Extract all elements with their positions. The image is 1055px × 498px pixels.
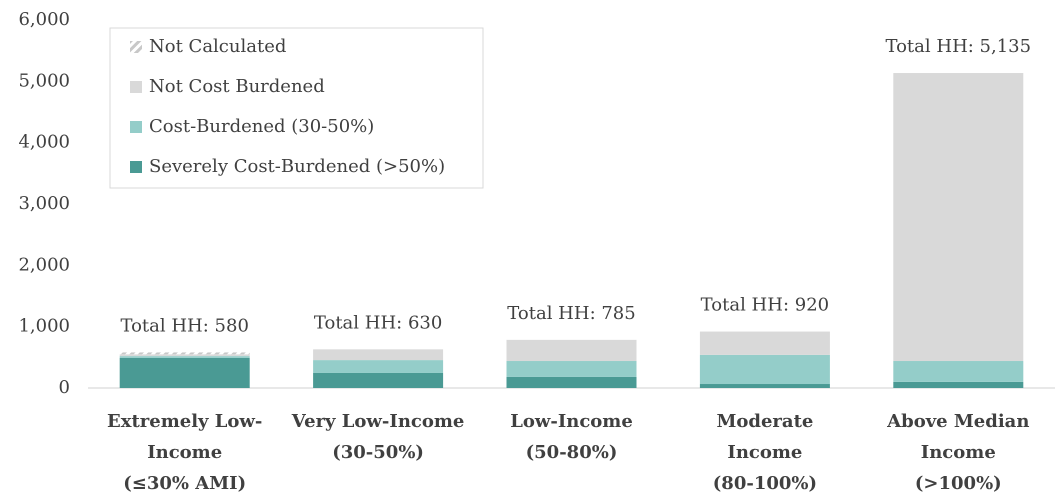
x-tick-label: (>100%) xyxy=(915,473,1002,494)
x-tick-label: (30-50%) xyxy=(332,442,424,463)
bar-segment xyxy=(313,372,444,388)
bar-segment xyxy=(119,357,250,388)
total-label: Total HH: 5,135 xyxy=(885,36,1031,57)
x-tick-label: Extremely Low- xyxy=(107,411,262,432)
bar-segment xyxy=(893,73,1024,362)
legend-box xyxy=(109,27,484,189)
legend-label: Not Cost Burdened xyxy=(149,76,325,97)
legend-swatch xyxy=(130,41,142,53)
bar-segment xyxy=(699,331,830,355)
legend-label: Severely Cost-Burdened (>50%) xyxy=(149,156,445,177)
y-tick-label: 5,000 xyxy=(18,70,70,91)
x-tick-label: (80-100%) xyxy=(713,473,817,494)
bar-segment xyxy=(313,360,444,373)
x-tick-label: Moderate xyxy=(716,411,813,432)
y-tick-label: 6,000 xyxy=(18,9,70,30)
total-label: Total HH: 785 xyxy=(507,303,635,324)
total-label: Total HH: 630 xyxy=(314,312,442,333)
y-tick-label: 1,000 xyxy=(18,316,70,337)
y-tick-label: 4,000 xyxy=(18,132,70,153)
legend-swatch xyxy=(130,121,142,133)
legend-label: Cost-Burdened (30-50%) xyxy=(149,116,374,137)
x-tick-label: Income xyxy=(727,442,802,463)
total-label: Total HH: 920 xyxy=(701,295,829,316)
bar-segment xyxy=(119,354,250,357)
legend-swatch xyxy=(130,81,142,93)
y-tick-label: 2,000 xyxy=(18,254,70,275)
bar-segment xyxy=(119,356,250,358)
bar-segment xyxy=(699,384,830,388)
y-tick-label: 3,000 xyxy=(18,193,70,214)
y-tick-label: 0 xyxy=(59,377,70,398)
bar-segment xyxy=(506,361,637,377)
bar-segment xyxy=(506,376,637,388)
bar-segment xyxy=(119,352,250,355)
bar-segment xyxy=(313,349,444,361)
x-tick-label: (≤30% AMI) xyxy=(123,473,246,494)
bar-segment xyxy=(893,361,1024,382)
x-tick-label: (50-80%) xyxy=(526,442,618,463)
x-tick-label: Very Low-Income xyxy=(291,411,465,432)
x-tick-label: Above Median xyxy=(886,411,1029,432)
bar-segment xyxy=(893,381,1024,388)
legend-swatch xyxy=(130,161,142,173)
x-tick-label: Income xyxy=(921,442,996,463)
legend-label: Not Calculated xyxy=(149,36,286,57)
bar-segment xyxy=(699,354,830,385)
x-tick-label: Low-Income xyxy=(510,411,633,432)
bar-segment xyxy=(506,339,637,362)
total-label: Total HH: 580 xyxy=(120,315,248,336)
x-tick-label: Income xyxy=(147,442,222,463)
